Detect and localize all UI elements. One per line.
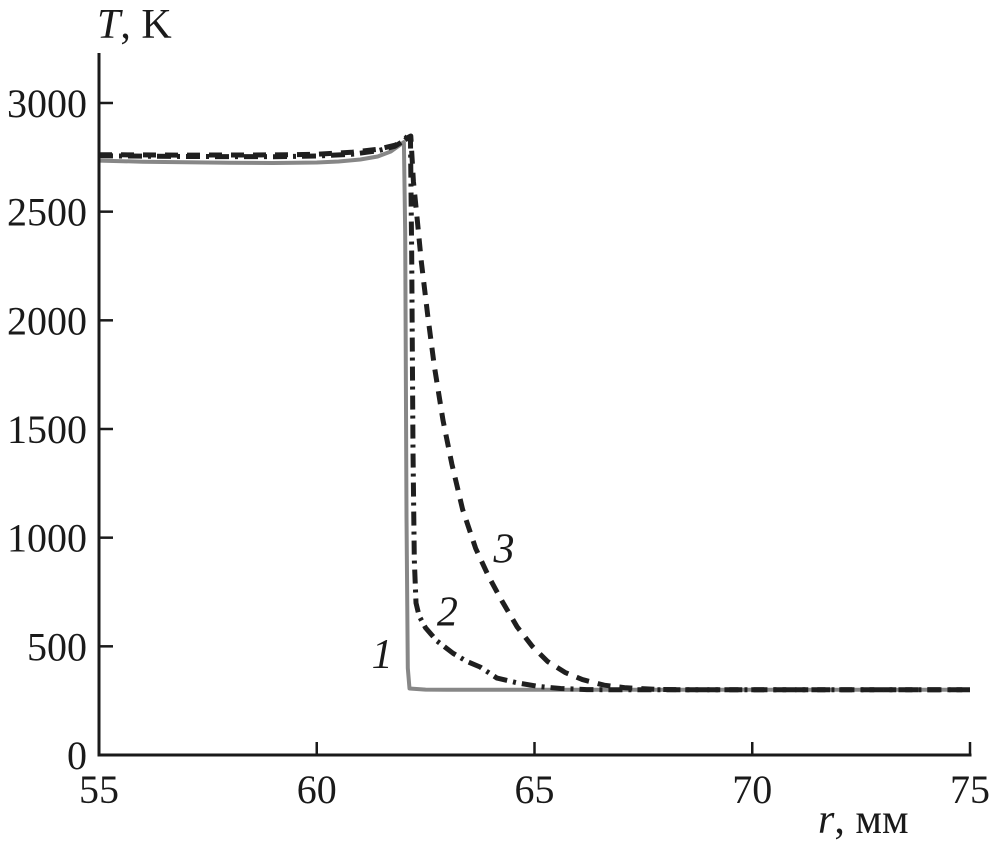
y-axis-title: T, K [97, 2, 172, 48]
x-tick-label: 70 [732, 767, 772, 812]
curve-1 [98, 140, 970, 692]
y-tick-label: 1000 [7, 516, 87, 561]
x-axis-title: r, мм [818, 797, 909, 843]
x-tick-label: 60 [297, 767, 337, 812]
y-tick-label: 1500 [7, 407, 87, 452]
curve-label-3: 3 [493, 526, 515, 572]
curve-2 [98, 130, 970, 693]
y-tick-label: 2500 [7, 190, 87, 235]
x-tick-label: 65 [515, 767, 555, 812]
y-tick-label: 500 [27, 624, 87, 669]
y-tick-label: 0 [67, 733, 87, 778]
y-tick-label: 2000 [7, 298, 87, 343]
curve-label-2: 2 [437, 589, 458, 635]
plot-area: 0 500 1000 1500 2000 2500 3000 55 60 65 70 75 123 [7, 53, 990, 812]
y-tick-label: 3000 [7, 81, 87, 126]
curve-label-1: 1 [372, 632, 393, 678]
x-tick-label: 55 [79, 767, 119, 812]
curve-3 [98, 133, 970, 693]
x-tick-label: 75 [950, 767, 990, 812]
